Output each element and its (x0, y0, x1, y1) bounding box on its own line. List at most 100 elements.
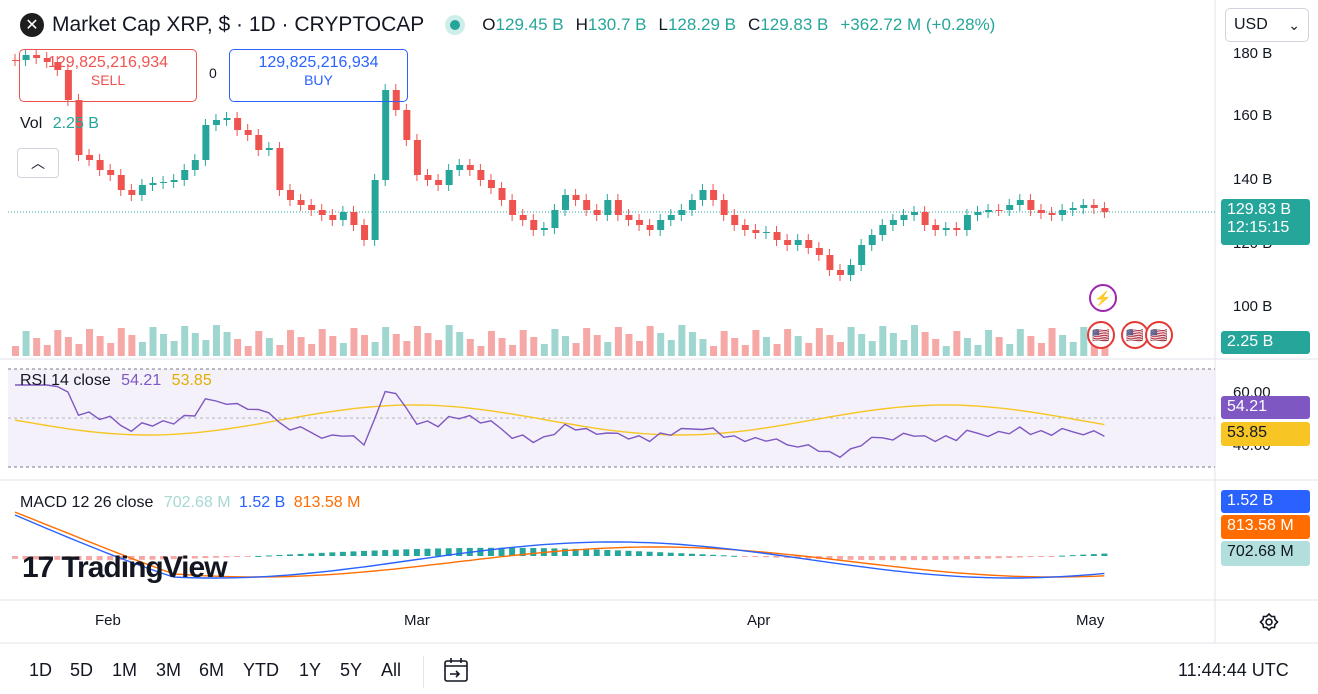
macd-histogram-bar (900, 556, 907, 561)
macd-histogram-bar (963, 556, 970, 560)
macd-histogram-bar (287, 554, 293, 556)
ohlc-low: L128.29 B (658, 15, 737, 34)
candle-body (593, 210, 601, 215)
macd-histogram-bar (1027, 556, 1034, 558)
collapse-legend-button[interactable]: ︿ (17, 148, 59, 178)
candle-body (1016, 200, 1024, 205)
volume-bar (424, 333, 432, 356)
timeframe-1y[interactable]: 1Y (299, 660, 322, 680)
candle-body (731, 215, 739, 225)
macd-histogram-bar (424, 548, 431, 556)
candle-body (435, 180, 443, 185)
us-flag-event-icon[interactable]: 🇺🇸 (1145, 321, 1173, 349)
macd-histogram-bar (868, 556, 875, 561)
volume-bar (234, 339, 242, 356)
rsi-value-tag: 54.21 (1221, 396, 1310, 419)
macd-histogram-bar (911, 556, 918, 561)
lightning-event-icon[interactable]: ⚡ (1089, 284, 1117, 312)
candle-body (805, 240, 813, 248)
candle-body (329, 215, 337, 220)
price-change: +362.72 M (+0.28%) (840, 15, 996, 34)
volume-bar (445, 325, 453, 356)
candle-body (688, 200, 696, 210)
rsi-ma-tag: 53.85 (1221, 422, 1310, 446)
timeframe-1m[interactable]: 1M (112, 660, 138, 680)
sell-button[interactable]: 129,825,216,934 SELL (19, 49, 197, 102)
candle-body (12, 60, 19, 61)
candle-body (868, 235, 876, 245)
volume-bar (371, 342, 379, 356)
timeframe-5d[interactable]: 5D (70, 660, 94, 680)
volume-bar (731, 338, 739, 356)
candle-body (1059, 210, 1067, 215)
candle-body (509, 200, 517, 215)
rsi-line (15, 384, 1105, 459)
volume-bar (86, 329, 94, 356)
volume-bar (509, 345, 517, 356)
volume-bar (636, 341, 644, 356)
currency-select[interactable]: USD ⌄ (1225, 8, 1309, 42)
candle-body (974, 212, 982, 215)
time-axis-label: Feb (95, 612, 121, 629)
candle-body (858, 245, 866, 265)
volume-bar (12, 346, 19, 356)
candle-body (107, 170, 115, 175)
timeframe-3m[interactable]: 3M (156, 660, 182, 680)
macd-histogram-bar (212, 556, 219, 558)
timeframe-5y[interactable]: 5Y (340, 660, 363, 680)
candle-body (466, 165, 474, 170)
volume-tag: 2.25 B (1221, 331, 1310, 354)
candle-body (424, 175, 432, 180)
volume-bar (752, 330, 760, 356)
symbol-title[interactable]: Market Cap XRP, $ · 1D · CRYPTOCAP (52, 13, 425, 36)
candle-body (1027, 200, 1035, 210)
timeframe-6m[interactable]: 6M (199, 660, 225, 680)
candle-body (942, 228, 950, 230)
volume-bar (540, 344, 548, 356)
volume-bar (96, 336, 104, 356)
candle-body (636, 220, 644, 225)
volume-bar (519, 330, 527, 356)
macd-histogram-bar (308, 553, 315, 556)
macd-histogram-bar (276, 554, 283, 556)
macd-histogram-bar (265, 555, 272, 557)
macd-histogram-bar (752, 556, 759, 557)
macd-histogram-bar (1037, 556, 1044, 557)
go-to-date-icon[interactable] (442, 656, 470, 684)
buy-button[interactable]: 129,825,216,934 BUY (229, 49, 408, 102)
volume-bar (22, 331, 30, 356)
utc-clock[interactable]: 11:44:44 UTC (1178, 660, 1289, 680)
volume-bar (646, 326, 654, 356)
tradingview-logo-icon: 17 (22, 551, 54, 584)
volume-bar (1080, 327, 1088, 356)
macd-histogram-bar (879, 556, 886, 561)
timeframe-all[interactable]: All (381, 660, 402, 680)
volume-bar (1027, 336, 1035, 356)
macd-legend[interactable]: MACD 12 26 close 702.68 M 1.52 B 813.58 … (20, 494, 361, 511)
rsi-legend[interactable]: RSI 14 close 54.21 53.85 (20, 372, 212, 389)
timeframe-1d[interactable]: 1D (29, 660, 53, 680)
candle-body (583, 200, 591, 210)
tradingview-logo[interactable]: 17 TradingView (22, 551, 228, 584)
macd-histogram-bar (604, 549, 611, 556)
macd-histogram-bar (456, 548, 463, 556)
candle-body (287, 190, 294, 200)
candle-body (826, 255, 834, 270)
candle-body (911, 212, 919, 215)
us-flag-event-icon[interactable]: 🇺🇸 (1087, 321, 1115, 349)
macd-histogram-bar (572, 548, 579, 556)
candle-body (879, 225, 887, 235)
macd-histogram-bar (181, 556, 188, 559)
settings-gear-icon[interactable] (1257, 610, 1281, 634)
volume-bar (773, 344, 781, 356)
macd-histogram-bar (762, 556, 769, 558)
timeframe-ytd[interactable]: YTD (243, 660, 279, 680)
volume-legend[interactable]: Vol 2.25 B (20, 115, 99, 132)
volume-bar (710, 346, 718, 356)
volume-bar (974, 345, 982, 356)
candle-body (350, 212, 358, 225)
market-status-dot (450, 20, 461, 30)
macd-histogram-bar (202, 556, 209, 559)
